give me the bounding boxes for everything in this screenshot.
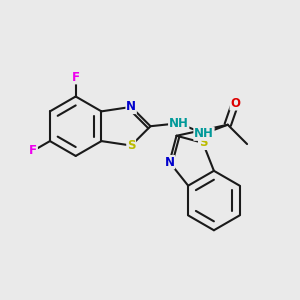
Text: S: S — [199, 136, 207, 149]
Text: NH: NH — [194, 127, 214, 140]
Text: NH: NH — [169, 117, 189, 130]
Text: N: N — [164, 156, 174, 169]
Text: S: S — [127, 139, 135, 152]
Text: F: F — [29, 144, 37, 157]
Text: N: N — [126, 100, 136, 113]
Text: F: F — [72, 71, 80, 84]
Text: O: O — [230, 97, 240, 110]
